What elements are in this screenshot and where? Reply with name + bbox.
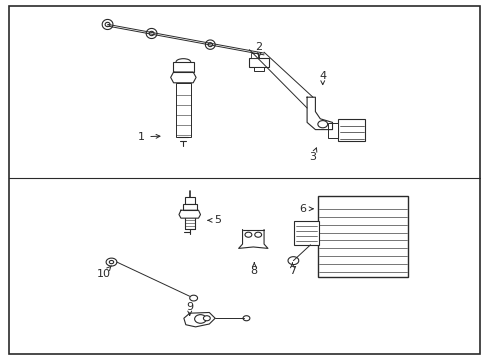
Text: 7: 7 — [288, 263, 295, 276]
Bar — [254, 67, 264, 71]
Circle shape — [254, 232, 261, 237]
Text: 10: 10 — [97, 266, 111, 279]
Text: 2: 2 — [255, 42, 262, 57]
Text: 1: 1 — [138, 132, 160, 142]
Text: 6: 6 — [299, 204, 312, 214]
Bar — [317, 196, 407, 277]
Text: 5: 5 — [208, 215, 221, 225]
Text: 4: 4 — [319, 71, 325, 85]
Circle shape — [203, 316, 210, 321]
Circle shape — [244, 232, 251, 237]
Bar — [184, 197, 194, 204]
Text: 3: 3 — [309, 148, 316, 162]
Bar — [175, 83, 191, 137]
Bar — [338, 119, 365, 141]
Text: 9: 9 — [186, 302, 193, 315]
Bar — [183, 204, 196, 210]
Circle shape — [317, 121, 327, 128]
Text: 8: 8 — [250, 263, 257, 276]
Bar — [327, 123, 338, 138]
Bar — [172, 62, 194, 72]
Bar — [251, 53, 258, 58]
Bar — [294, 221, 318, 245]
Bar — [249, 58, 268, 67]
Circle shape — [194, 315, 206, 323]
